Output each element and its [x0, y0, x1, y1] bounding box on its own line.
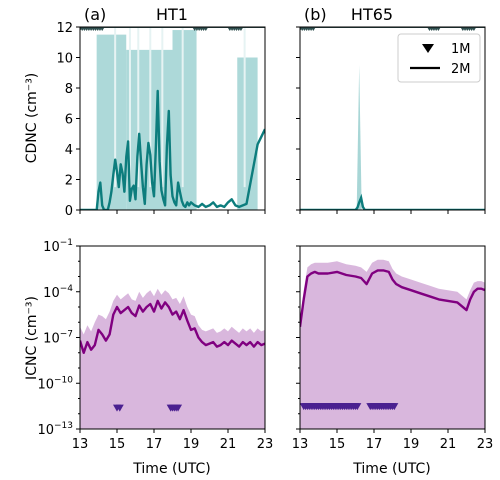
uncertainty-band — [172, 30, 197, 210]
y-tick-label-c: 10−4 — [43, 284, 73, 301]
y-tick-label-a: 12 — [56, 21, 73, 36]
x-axis-label-d: Time (UTC) — [352, 461, 430, 477]
series-line-2m — [300, 193, 485, 210]
x-tick-label-c: 23 — [257, 437, 274, 452]
legend-entry-1m: 1M — [451, 42, 471, 57]
panel-b-title: HT65 — [351, 5, 393, 24]
y-tick-label-a: 4 — [65, 143, 73, 158]
y-tick-label-a: 6 — [65, 113, 73, 128]
uncertainty-area — [300, 259, 485, 429]
axes-layer: 0 2 4 6 8 10 12 13 15 17 19 21 23 10−13 10−10 10−7 10−4 1… — [37, 21, 493, 452]
y-axis-label-icnc: ICNC (cm⁻³) — [24, 296, 40, 380]
uncertainty-spike — [356, 65, 362, 210]
series-line-2m — [300, 269, 485, 327]
y-tick-label-a: 8 — [65, 82, 73, 97]
panel-a-label: (a) — [84, 5, 106, 24]
legend-entry-2m: 2M — [451, 62, 471, 77]
x-tick-label-c: 13 — [72, 437, 89, 452]
x-tick-label-d: 15 — [329, 437, 346, 452]
y-tick-label-c: 10−1 — [43, 238, 73, 255]
y-tick-label-c: 10−7 — [43, 330, 73, 347]
x-tick-label-c: 19 — [183, 437, 200, 452]
y-axis-label-cdnc: CDNC (cm⁻³) — [24, 73, 40, 164]
panel-d-plot — [300, 259, 485, 429]
uncertainty-area — [80, 288, 265, 429]
marker-1m — [390, 403, 399, 411]
legend-triangle-icon — [422, 44, 434, 53]
marker-1m — [115, 404, 124, 412]
panel-a-plot — [80, 27, 265, 210]
x-axis-label-c: Time (UTC) — [132, 461, 210, 477]
x-tick-label-d: 13 — [292, 437, 309, 452]
x-tick-label-d: 19 — [403, 437, 420, 452]
y-tick-label-a: 10 — [56, 52, 73, 67]
legend-box — [397, 33, 481, 83]
x-tick-label-c: 17 — [146, 437, 163, 452]
y-tick-label-a: 0 — [65, 204, 73, 219]
uncertainty-band — [237, 57, 258, 210]
panel-a-title: HT1 — [156, 5, 188, 24]
panel-c-plot — [80, 288, 265, 429]
x-tick-label-d: 21 — [440, 437, 457, 452]
y-tick-label-c: 10−10 — [37, 375, 73, 392]
legend: 1M 2M — [397, 33, 481, 83]
marker-1m — [174, 404, 183, 412]
y-tick-label-c: 10−13 — [37, 421, 73, 438]
x-tick-label-c: 21 — [220, 437, 237, 452]
series-line-2m — [80, 299, 265, 354]
x-tick-label-d: 23 — [477, 437, 494, 452]
x-tick-label-c: 15 — [109, 437, 126, 452]
series-line-2m — [80, 89, 265, 210]
x-tick-label-d: 17 — [366, 437, 383, 452]
marker-1m — [353, 403, 362, 411]
y-tick-label-a: 2 — [65, 174, 73, 189]
panel-b-label: (b) — [304, 5, 327, 24]
